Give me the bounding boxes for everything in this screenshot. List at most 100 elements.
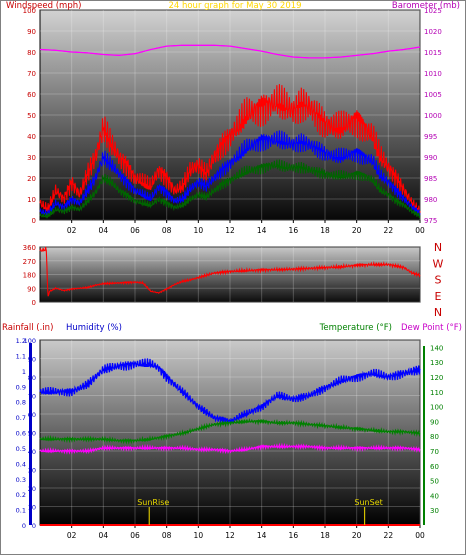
windspeed-axis-label: Windspeed (mph) xyxy=(6,1,81,11)
rainfall-tick-label: 1.2 xyxy=(16,337,26,345)
direction-tick-label: 90 xyxy=(27,285,36,293)
direction-tick-label: 270 xyxy=(23,258,36,266)
humidity-tick-label: 40 xyxy=(28,448,36,456)
temperature-tick-label: 90 xyxy=(430,418,439,426)
rainfall-tick-label: 0.4 xyxy=(16,460,26,468)
x-tick-label: 00 xyxy=(415,531,425,540)
rainfall-tick-label: 0.8 xyxy=(16,399,26,407)
x-tick-label: 14 xyxy=(257,531,267,540)
humidity-tick-label: 70 xyxy=(28,393,36,401)
humidity-axis-label: Humidity (%) xyxy=(66,323,122,333)
x-tick-label: 10 xyxy=(194,226,204,235)
humidity-tick-label: 10 xyxy=(28,504,36,512)
temperature-axis-label: Temperature (°F) xyxy=(319,323,392,333)
compass-label: W xyxy=(433,257,444,270)
x-tick-label: 20 xyxy=(352,226,362,235)
series-wind-speed xyxy=(39,130,421,218)
compass-label: N xyxy=(434,306,442,319)
left-tick-label: 70 xyxy=(27,70,36,78)
dewpoint-axis-label: Dew Point (°F) xyxy=(401,323,462,333)
right-tick-label: 995 xyxy=(424,133,437,141)
right-tick-label: 1015 xyxy=(424,49,442,57)
x-tick-label: 10 xyxy=(194,531,204,540)
x-tick-label: 16 xyxy=(289,226,299,235)
x-tick-label: 14 xyxy=(257,226,267,235)
compass-label: S xyxy=(435,274,442,287)
x-tick-label: 12 xyxy=(225,226,235,235)
left-tick-label: 100 xyxy=(23,7,36,15)
direction-tick-label: 360 xyxy=(23,244,36,252)
chart-title: 24 hour graph for May 30 2019 xyxy=(168,1,301,11)
temperature-tick-label: 60 xyxy=(430,463,439,471)
rainfall-tick-label: 0.9 xyxy=(16,383,26,391)
direction-tick-label: 180 xyxy=(23,272,36,280)
rainfall-tick-label: 0.3 xyxy=(16,476,26,484)
humidity-tick-label: 90 xyxy=(28,356,36,364)
rainfall-tick-label: 0.6 xyxy=(16,430,26,438)
rainfall-tick-label: 0.2 xyxy=(16,491,26,499)
x-tick-label: 22 xyxy=(384,226,394,235)
x-tick-label: 22 xyxy=(384,531,394,540)
left-tick-label: 30 xyxy=(27,154,36,162)
x-tick-label: 02 xyxy=(67,531,77,540)
compass-label: E xyxy=(435,290,442,303)
sunset-label: SunSet xyxy=(354,498,382,507)
series-wind-average xyxy=(39,159,421,219)
left-tick-label: 10 xyxy=(27,196,36,204)
right-tick-label: 975 xyxy=(424,217,437,225)
rainfall-axis-label: Rainfall (.in) xyxy=(2,323,53,333)
direction-plot-area xyxy=(39,246,421,303)
temperature-tick-label: 40 xyxy=(430,492,439,500)
x-tick-label: 08 xyxy=(162,531,172,540)
humidity-tick-label: 60 xyxy=(28,411,36,419)
rainfall-tick-label: 0.1 xyxy=(16,507,26,515)
left-tick-label: 0 xyxy=(32,217,36,225)
x-tick-label: 00 xyxy=(415,226,425,235)
rainfall-tick-label: 1 xyxy=(22,368,26,376)
right-tick-label: 985 xyxy=(424,175,437,183)
right-tick-label: 1000 xyxy=(424,112,442,120)
rainfall-tick-label: 0 xyxy=(22,522,26,530)
temperature-tick-label: 140 xyxy=(430,344,443,352)
x-tick-label: 20 xyxy=(352,531,362,540)
humidity-tick-label: 20 xyxy=(28,485,36,493)
x-tick-label: 04 xyxy=(99,531,109,540)
compass-label: N xyxy=(434,241,442,254)
left-tick-label: 80 xyxy=(27,49,36,57)
right-tick-label: 1010 xyxy=(424,70,442,78)
series-dew-point xyxy=(39,442,421,455)
x-tick-label: 12 xyxy=(225,531,235,540)
x-tick-label: 16 xyxy=(289,531,299,540)
sunrise-label: SunRise xyxy=(137,498,169,507)
humidity-tick-label: 80 xyxy=(28,374,36,382)
x-tick-label: 18 xyxy=(320,531,330,540)
left-tick-label: 50 xyxy=(27,112,36,120)
rainfall-tick-label: 0.5 xyxy=(16,445,26,453)
rainfall-tick-label: 1.1 xyxy=(16,352,26,360)
x-tick-label: 02 xyxy=(67,226,77,235)
left-tick-label: 40 xyxy=(27,133,36,141)
series-wind-gust xyxy=(39,84,421,216)
right-tick-label: 990 xyxy=(424,154,437,162)
right-tick-label: 1025 xyxy=(424,7,442,15)
right-tick-label: 980 xyxy=(424,196,437,204)
humidity-tick-label: 100 xyxy=(24,337,36,345)
left-tick-label: 90 xyxy=(27,28,36,36)
temperature-tick-label: 120 xyxy=(430,374,443,382)
x-tick-label: 06 xyxy=(130,226,140,235)
x-tick-label: 04 xyxy=(99,226,109,235)
x-tick-label: 06 xyxy=(130,531,140,540)
barometer-axis-label: Barometer (mb) xyxy=(392,1,460,11)
temperature-tick-label: 30 xyxy=(430,507,439,515)
series-temperature xyxy=(39,418,421,445)
series-wind-direction xyxy=(39,246,421,297)
temperature-tick-label: 110 xyxy=(430,389,443,397)
left-tick-label: 20 xyxy=(27,175,36,183)
direction-tick-label: 0 xyxy=(32,299,36,307)
rainfall-axis-bar xyxy=(29,343,32,525)
humidity-tick-label: 30 xyxy=(28,467,36,475)
x-tick-label: 08 xyxy=(162,226,172,235)
right-tick-label: 1020 xyxy=(424,28,442,36)
